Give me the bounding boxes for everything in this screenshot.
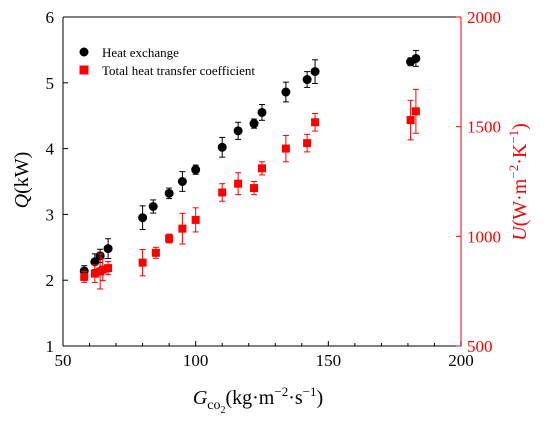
data-point [178, 224, 187, 233]
data-point [234, 179, 243, 188]
data-point [310, 67, 320, 77]
data-point [258, 164, 266, 173]
x-tick-label: 200 [448, 351, 474, 370]
data-point [411, 107, 420, 116]
data-point [165, 234, 174, 243]
right-y-tick-label: 2000 [467, 8, 501, 27]
legend-marker-heat-exchange [79, 47, 89, 57]
x-tick-label: 150 [316, 351, 342, 370]
data-point [164, 188, 174, 198]
data-point [138, 213, 148, 223]
data-point [80, 272, 89, 281]
series-total-heat-transfer-coefficient [80, 88, 420, 290]
left-y-tick-label: 3 [46, 205, 55, 224]
data-point [138, 258, 147, 267]
data-point [249, 119, 259, 129]
data-point [217, 142, 227, 152]
data-point [281, 87, 291, 97]
legend-marker-total-heat-transfer [79, 65, 89, 75]
data-point [406, 116, 415, 125]
series-heat-exchange [79, 50, 421, 277]
data-point [281, 144, 290, 153]
right-y-tick-label: 1500 [467, 118, 501, 137]
left-y-tick-label: 1 [46, 337, 55, 356]
data-point [98, 265, 107, 274]
data-point [191, 215, 200, 224]
data-point [302, 75, 312, 85]
data-point [303, 139, 312, 148]
data-point [233, 126, 243, 136]
left-y-tick-label: 5 [46, 74, 55, 93]
data-point [90, 269, 99, 278]
data-point [191, 165, 201, 175]
right-y-tick-label: 500 [467, 337, 493, 356]
data-point [311, 118, 320, 127]
legend: Heat exchange Total heat transfer coeffi… [79, 45, 255, 78]
data-point [177, 177, 187, 186]
right-y-axis-ticks: 500 1000 1500 2000 [456, 8, 501, 356]
x-tick-label: 100 [183, 351, 209, 370]
right-y-axis-title: U(W·m−2·K−1) [506, 123, 531, 241]
plot-frame [62, 16, 462, 347]
data-point [250, 184, 259, 193]
x-axis-title: Gco2(kg·m−2·s−1) [193, 384, 323, 416]
left-y-axis-title: Q(kW) [11, 152, 33, 209]
data-point [151, 248, 160, 257]
x-axis-ticks: 50 100 150 200 [55, 341, 474, 370]
left-y-axis-ticks: 1 2 3 4 5 6 [46, 8, 68, 356]
left-y-tick-label: 2 [46, 271, 55, 290]
right-y-tick-label: 1000 [467, 227, 501, 246]
data-point [218, 188, 227, 197]
data-point [90, 257, 100, 267]
left-y-tick-label: 4 [46, 140, 55, 159]
series-layer [79, 50, 421, 290]
left-y-tick-label: 6 [46, 8, 55, 27]
legend-label-heat-exchange: Heat exchange [102, 45, 179, 60]
data-point [411, 53, 421, 63]
data-point [103, 244, 113, 254]
legend-label-total-heat-transfer: Total heat transfer coefficient [102, 63, 255, 78]
x-tick-label: 50 [55, 351, 72, 370]
data-point [148, 202, 158, 212]
data-point [104, 264, 113, 273]
data-point [257, 107, 267, 117]
